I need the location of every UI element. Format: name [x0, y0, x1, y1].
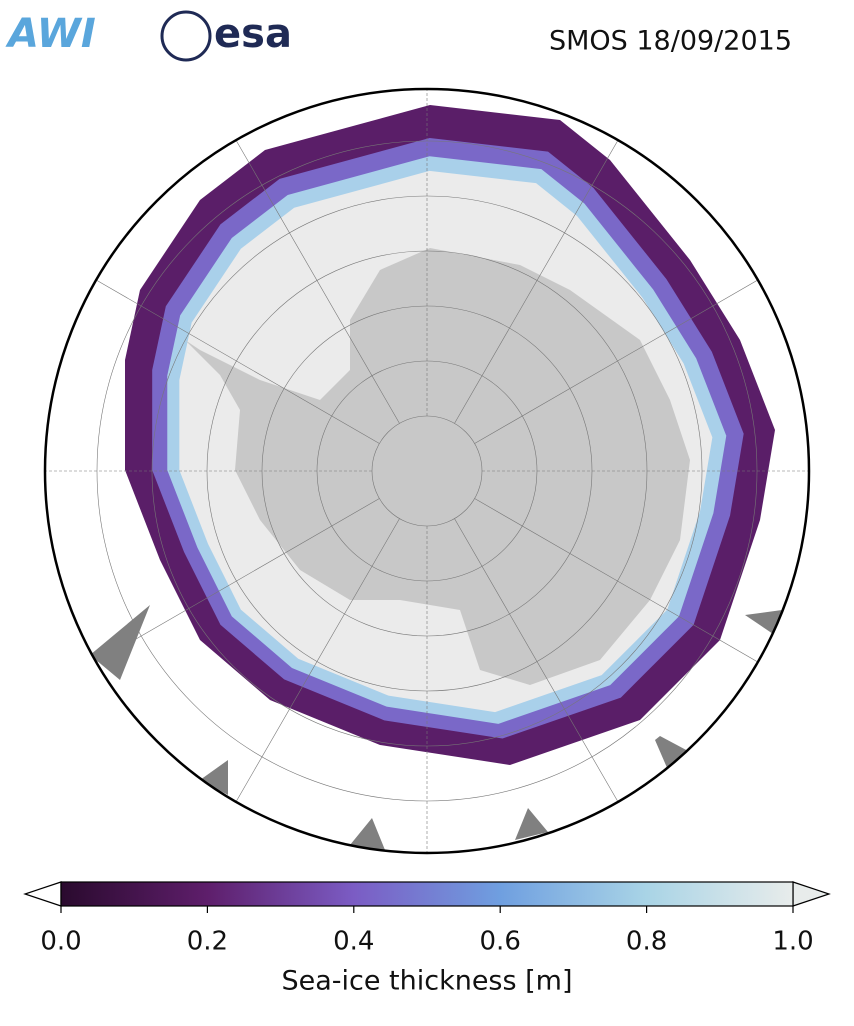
- colorbar-tick-label: 0.6: [480, 927, 521, 957]
- graticule: [45, 89, 809, 853]
- colorbar-label: Sea-ice thickness [m]: [281, 966, 572, 997]
- colorbar-over: [792, 881, 831, 907]
- meridian: [474, 270, 774, 444]
- meridian: [454, 124, 628, 424]
- colorbar: 0.0 0.2 0.4 0.6 0.8 1.0: [23, 881, 831, 957]
- colorbar-tick-label: 1.0: [772, 927, 813, 957]
- meridian: [454, 518, 628, 818]
- antarctica: [185, 248, 690, 685]
- meridian: [80, 270, 380, 444]
- colorbar-tick-label: 0.8: [626, 927, 667, 957]
- esa-logo: esa: [214, 11, 292, 57]
- meridian: [474, 498, 774, 672]
- meridian: [226, 518, 400, 818]
- colorbar-under: [23, 881, 62, 907]
- meridian: [226, 124, 400, 424]
- colorbar-tick-label: 0.4: [333, 927, 374, 957]
- map-frame: [43, 87, 811, 855]
- colorbar-tick-label: 0.2: [187, 927, 228, 957]
- esa-emblem: [160, 10, 212, 62]
- colorbar-tick-label: 0.0: [40, 927, 81, 957]
- map: [45, 89, 809, 853]
- colorbar-ramp: [60, 881, 794, 907]
- map-title: SMOS 18/09/2015: [549, 26, 792, 57]
- awi-logo: AWI: [5, 11, 96, 57]
